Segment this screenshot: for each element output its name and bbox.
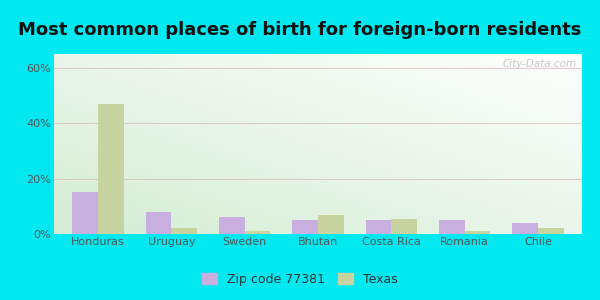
Bar [318,214,344,234]
Text: Most common places of birth for foreign-born residents: Most common places of birth for foreign-… [19,21,581,39]
Bar [292,220,318,234]
Text: City-Data.com: City-Data.com [503,59,577,69]
Bar [365,220,391,234]
Bar [146,212,172,234]
Bar [538,229,563,234]
Bar [73,193,98,234]
Bar [245,231,271,234]
Bar [98,104,124,234]
Bar [464,231,490,234]
Bar [512,223,538,234]
Legend: Zip code 77381, Texas: Zip code 77381, Texas [197,268,403,291]
Bar [439,220,464,234]
Bar [219,218,245,234]
Bar [172,229,197,234]
Bar [391,219,417,234]
